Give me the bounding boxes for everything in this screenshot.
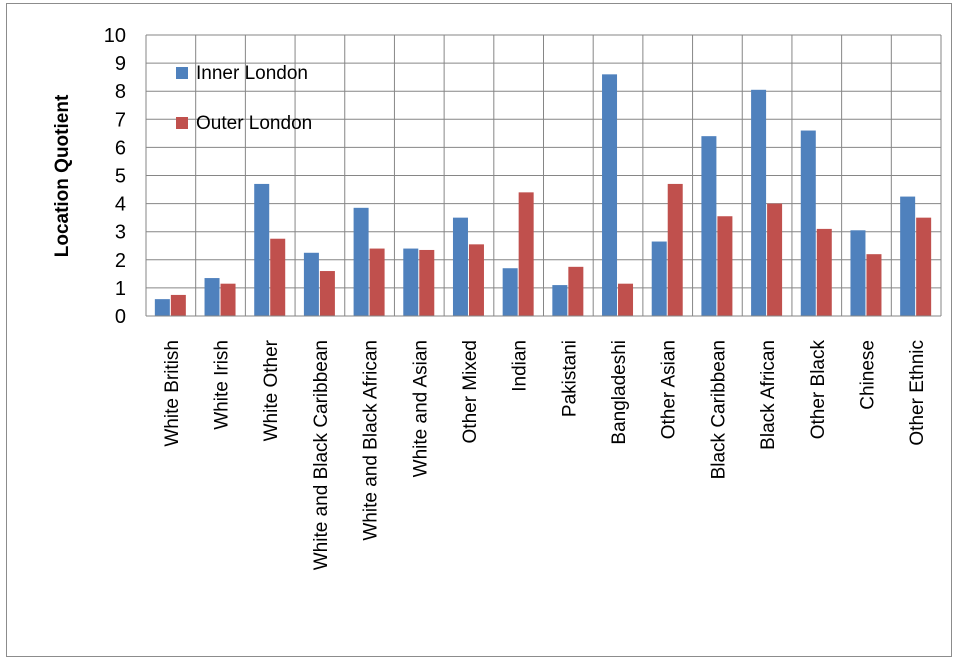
bar-inner-london (204, 278, 220, 316)
bar-outer-london (369, 248, 385, 316)
y-tick-label: 4 (115, 194, 126, 216)
y-tick-label: 6 (115, 137, 126, 159)
x-tick-label: Other Asian (659, 340, 680, 439)
x-tick-label: White Irish (212, 340, 233, 430)
y-tick-label: 7 (115, 109, 126, 131)
bar-inner-london (403, 248, 419, 316)
bar-outer-london (568, 266, 584, 316)
bar-inner-london (452, 217, 468, 316)
y-tick-label: 8 (115, 81, 126, 103)
y-tick-label: 0 (115, 306, 126, 328)
y-tick-label: 3 (115, 222, 126, 244)
bar-inner-london (552, 285, 568, 316)
bar-inner-london (900, 196, 916, 316)
x-tick-label: Indian (510, 340, 531, 392)
x-tick-label: Chinese (857, 340, 878, 410)
x-tick-label: Black African (758, 340, 779, 450)
bar-inner-london (154, 299, 170, 316)
x-tick-label: Other Ethnic (907, 340, 928, 446)
x-tick-label: Black Caribbean (708, 340, 729, 479)
bar-outer-london (518, 192, 534, 316)
x-tick-label: White Other (261, 339, 282, 441)
legend-swatch (176, 67, 188, 79)
bar-inner-london (651, 241, 667, 316)
y-axis-label: Location Quotient (52, 94, 73, 257)
bar-outer-london (419, 249, 435, 316)
x-tick-label: Other Mixed (460, 340, 481, 443)
bar-inner-london (701, 136, 717, 316)
legend: Inner London Outer London (176, 63, 312, 134)
bar-inner-london (353, 207, 369, 316)
bar-outer-london (767, 203, 783, 316)
bar-inner-london (502, 268, 518, 316)
chart-frame (6, 3, 952, 657)
legend-swatch (176, 117, 188, 129)
bar-inner-london (303, 252, 319, 316)
x-tick-label: Pakistani (559, 340, 580, 417)
x-tick-label: Bangladeshi (609, 340, 630, 445)
bar-inner-london (254, 183, 270, 316)
y-tick-label: 5 (115, 166, 126, 188)
x-tick-labels: White British White Irish White Other White… (162, 339, 928, 570)
bar-outer-london (220, 283, 236, 316)
bar-outer-london (717, 216, 733, 316)
x-tick-label: White and Black Caribbean (311, 340, 332, 570)
bar-outer-london (170, 294, 186, 316)
x-tick-label: White British (162, 340, 183, 447)
y-tick-label: 10 (104, 25, 126, 47)
bars (154, 74, 932, 316)
bar-inner-london (800, 130, 816, 316)
bar-outer-london (270, 238, 286, 316)
bar-outer-london (618, 283, 634, 316)
bar-outer-london (667, 183, 683, 316)
y-tick-label: 2 (115, 250, 126, 272)
bar-inner-london (602, 74, 618, 316)
x-tick-label: White and Asian (410, 340, 431, 477)
y-tick-label: 9 (115, 53, 126, 75)
bar-outer-london (468, 244, 484, 316)
bar-outer-london (916, 217, 932, 316)
legend-label: Inner London (196, 63, 308, 84)
x-tick-label: Other Black (808, 340, 829, 440)
legend-label: Outer London (196, 113, 312, 134)
y-tick-labels: 0 1 2 3 4 5 6 7 8 9 10 (104, 25, 126, 328)
bar-inner-london (850, 230, 866, 316)
y-tick-label: 1 (115, 278, 126, 300)
x-tick-label: White and Black African (361, 340, 382, 541)
bar-inner-london (751, 89, 767, 316)
bar-outer-london (319, 271, 335, 316)
bar-outer-london (866, 254, 882, 316)
bar-outer-london (816, 228, 832, 316)
